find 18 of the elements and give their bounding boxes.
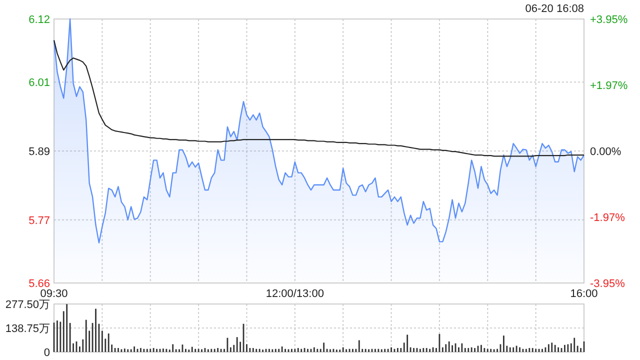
y2-tick-label: 0.00% xyxy=(590,146,622,158)
y2-tick-label: -3.95% xyxy=(590,278,626,290)
y-tick-label: 0 xyxy=(44,347,50,359)
y-tick-label: 277.50万 xyxy=(5,299,50,311)
y-tick-label: 5.89 xyxy=(28,146,50,158)
y-tick-label: 5.66 xyxy=(28,278,50,290)
line-series xyxy=(53,40,585,157)
y2-tick-label: +1.97% xyxy=(590,80,628,92)
x-tick-label: 12:00/13:00 xyxy=(266,288,324,300)
y-tick-label: 5.77 xyxy=(28,214,50,227)
y2-tick-label: -1.97% xyxy=(590,212,626,224)
y2-tick-label: +3.95% xyxy=(590,14,628,26)
text: 06-20 16:08 xyxy=(525,3,584,15)
x-tick-label: 16:00 xyxy=(570,288,598,300)
y-tick-label: 138.75万 xyxy=(5,323,50,335)
x-tick-label: 09:30 xyxy=(40,288,68,300)
y-tick-label: 6.12 xyxy=(28,14,50,26)
y-tick-label: 6.01 xyxy=(28,77,50,90)
